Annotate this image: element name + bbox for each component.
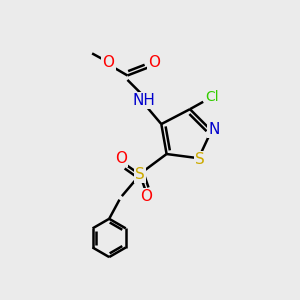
- Text: O: O: [102, 55, 114, 70]
- Text: O: O: [148, 55, 160, 70]
- Text: S: S: [135, 167, 145, 182]
- Text: Cl: Cl: [205, 90, 219, 104]
- Text: S: S: [195, 152, 205, 167]
- Text: N: N: [209, 122, 220, 137]
- Text: O: O: [115, 151, 127, 166]
- Text: NH: NH: [132, 93, 155, 108]
- Text: O: O: [140, 189, 152, 204]
